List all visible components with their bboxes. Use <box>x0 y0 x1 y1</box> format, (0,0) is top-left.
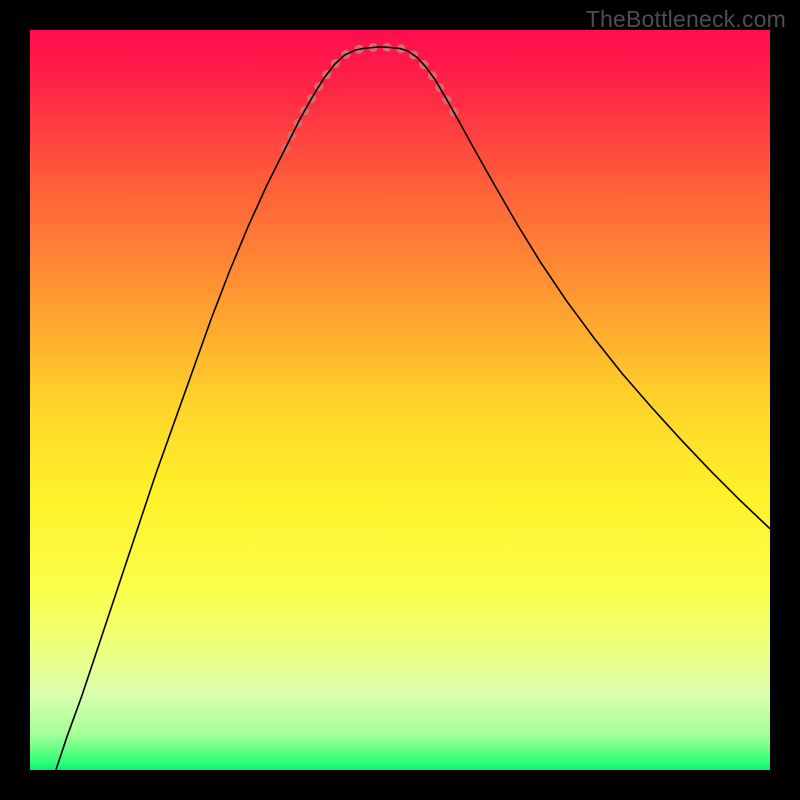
bottleneck-curve <box>56 47 770 770</box>
chart-root: TheBottleneck.com <box>0 0 800 800</box>
curve-layer <box>30 30 770 770</box>
highlight-dots <box>285 47 455 148</box>
chart-frame <box>0 0 800 800</box>
plot-area <box>30 30 770 770</box>
watermark-text: TheBottleneck.com <box>586 6 786 33</box>
